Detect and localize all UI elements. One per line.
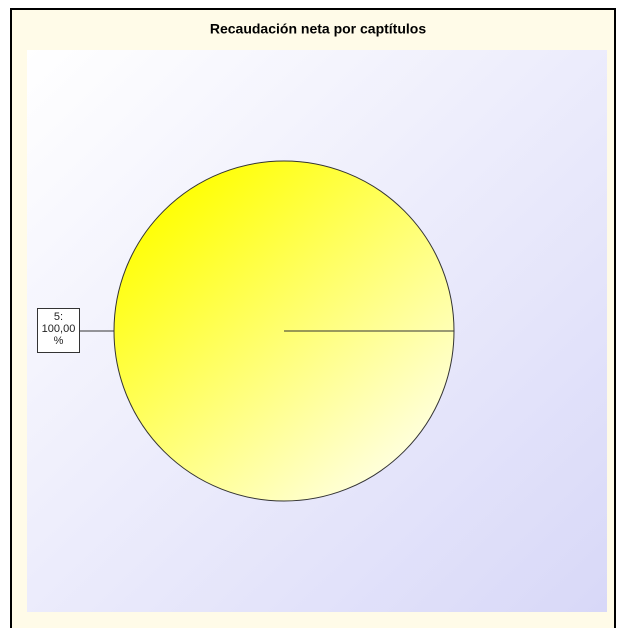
category-label: 5: (53, 311, 64, 323)
value-label: 100,00 % (41, 323, 76, 347)
data-label: 5: 100,00 % (37, 308, 80, 353)
chart-title: Recaudación neta por captítulos (210, 21, 426, 37)
